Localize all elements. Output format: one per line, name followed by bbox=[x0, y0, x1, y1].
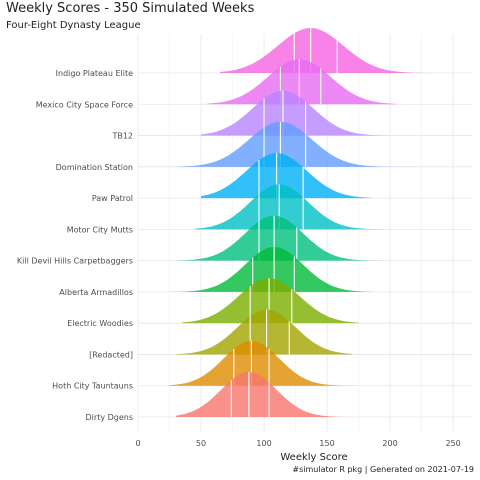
x-tick-label: 200 bbox=[382, 439, 397, 448]
ridge-area bbox=[194, 184, 384, 230]
x-tick-label: 250 bbox=[445, 439, 460, 448]
page-title: Weekly Scores - 350 Simulated Weeks bbox=[6, 1, 255, 16]
x-tick-label: 150 bbox=[319, 439, 334, 448]
y-tick-label: TB12 bbox=[111, 132, 133, 141]
ridge-area bbox=[201, 90, 409, 136]
y-tick-labels: Indigo Plateau Elite Mexico City Space Fo… bbox=[17, 69, 133, 422]
ridge-area bbox=[201, 153, 372, 199]
x-axis-label: Weekly Score bbox=[280, 452, 347, 463]
page-subtitle: Four-Eight Dynasty League bbox=[6, 20, 141, 31]
y-tick-label: Indigo Plateau Elite bbox=[56, 69, 133, 78]
ridge-3 bbox=[175, 121, 416, 167]
ridge-area bbox=[175, 309, 353, 355]
ridge-area bbox=[219, 28, 454, 73]
x-tick-label: 0 bbox=[135, 439, 140, 448]
caption: #simulator R pkg | Generated on 2021-07-… bbox=[292, 465, 474, 474]
y-tick-label: Mexico City Space Force bbox=[36, 100, 133, 109]
ridge-area bbox=[182, 278, 359, 324]
ridge-area bbox=[163, 246, 372, 292]
x-tick-labels: 0 50 100 150 200 250 bbox=[135, 439, 460, 448]
y-tick-label: Hoth City Tauntauns bbox=[52, 382, 133, 391]
x-tick-label: 50 bbox=[196, 439, 206, 448]
y-tick-label: Kill Devil Hills Carpetbaggers bbox=[17, 257, 133, 266]
ridge-area bbox=[175, 372, 346, 417]
y-tick-label: Motor City Mutts bbox=[67, 225, 133, 234]
y-tick-label: Alberta Armadillos bbox=[59, 288, 133, 297]
ridge-area bbox=[175, 215, 416, 261]
ridge-0 bbox=[219, 28, 454, 73]
x-tick-label: 100 bbox=[256, 439, 271, 448]
ridges bbox=[163, 28, 454, 417]
ridge-area bbox=[207, 59, 397, 105]
ridge-area bbox=[175, 121, 416, 167]
ridge-11 bbox=[175, 372, 346, 417]
y-tick-label: [Redacted] bbox=[89, 350, 133, 359]
y-tick-label: Dirty Dgens bbox=[86, 413, 133, 422]
ridge-area bbox=[169, 340, 359, 386]
y-tick-label: Paw Patrol bbox=[92, 194, 133, 203]
y-tick-label: Domination Station bbox=[56, 163, 133, 172]
y-tick-label: Electric Woodies bbox=[67, 319, 133, 328]
